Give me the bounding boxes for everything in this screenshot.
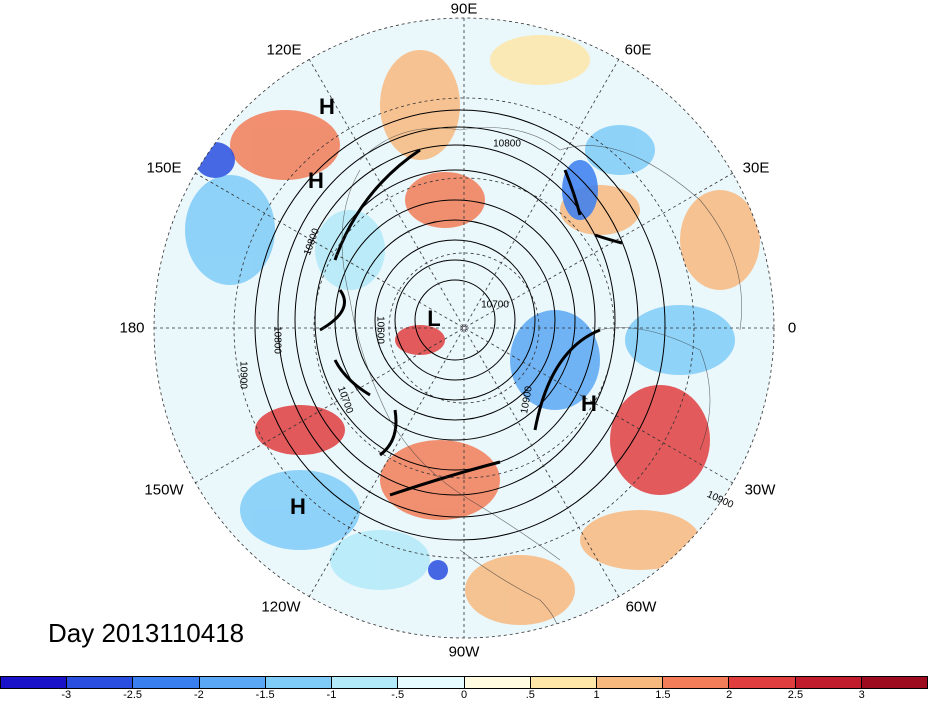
lon-label-120e: 120E	[266, 41, 302, 59]
contour-label: 10600	[374, 316, 386, 344]
high-center: H	[581, 391, 597, 416]
colorbar-bin	[332, 677, 399, 688]
colorbar-tick-label: .5	[525, 689, 535, 701]
warm-anomalies	[230, 35, 760, 625]
lon-label-150w: 150W	[144, 481, 184, 499]
contour-label: 10700	[481, 299, 509, 311]
lon-label-60e: 60E	[624, 41, 652, 59]
colorbar-tick-label: -.5	[391, 689, 405, 701]
lon-label-90w: 90W	[448, 643, 480, 661]
lon-label-30e: 30E	[742, 159, 770, 177]
colorbar-tick-label: -1	[326, 689, 337, 701]
colorbar-tick-label: -2	[193, 689, 204, 701]
colorbar-tick-label: 0	[460, 689, 468, 701]
colorbar-tick-label: -3	[61, 689, 72, 701]
colorbar-bin	[530, 677, 597, 688]
contour-label: 10800	[271, 326, 283, 354]
low-center: L	[427, 306, 441, 331]
colorbar-bin	[795, 677, 862, 688]
lon-label-0: 0	[787, 319, 797, 337]
lon-label-150e: 150E	[146, 159, 182, 177]
colorbar-tick-label: -2.5	[123, 689, 143, 701]
high-center: H	[290, 494, 306, 519]
high-center: H	[308, 168, 324, 193]
colorbar-bin	[199, 677, 266, 688]
high-center: H	[319, 94, 335, 119]
colorbar-tick-label: 3	[858, 689, 865, 701]
colorbar-tick-label: -1.5	[255, 689, 275, 701]
colorbar-bin	[596, 677, 664, 688]
colorbar-tick-label: 2	[726, 689, 733, 701]
contour-label: 10900	[237, 361, 249, 389]
polar-stereographic-map	[153, 17, 775, 639]
graticule	[153, 17, 775, 639]
colorbar-bin	[464, 677, 531, 688]
colorbar-bin	[398, 677, 465, 688]
contour-label: 10800	[493, 138, 521, 150]
colorbar-tick-label: 1	[593, 689, 600, 701]
lon-label-180: 180	[119, 319, 145, 337]
colorbar-bin	[67, 677, 134, 688]
colorbar-bin	[133, 677, 200, 688]
date-title: Day 2013110418	[48, 618, 245, 648]
colorbar	[0, 676, 928, 689]
lon-label-90e: 90E	[450, 0, 478, 18]
colorbar-bin	[1, 677, 68, 688]
colorbar-bin	[729, 677, 796, 688]
lon-label-30w: 30W	[744, 481, 776, 499]
colorbar-bin	[861, 677, 928, 688]
colorbar-bin	[663, 677, 730, 688]
colorbar-tick-label: 2.5	[787, 689, 804, 701]
colorbar-tick-label: 1.5	[655, 689, 671, 701]
cold-anomalies	[185, 125, 735, 590]
colorbar-bin	[265, 677, 333, 688]
lon-label-120w: 120W	[261, 598, 301, 616]
lon-label-60w: 60W	[625, 598, 657, 616]
